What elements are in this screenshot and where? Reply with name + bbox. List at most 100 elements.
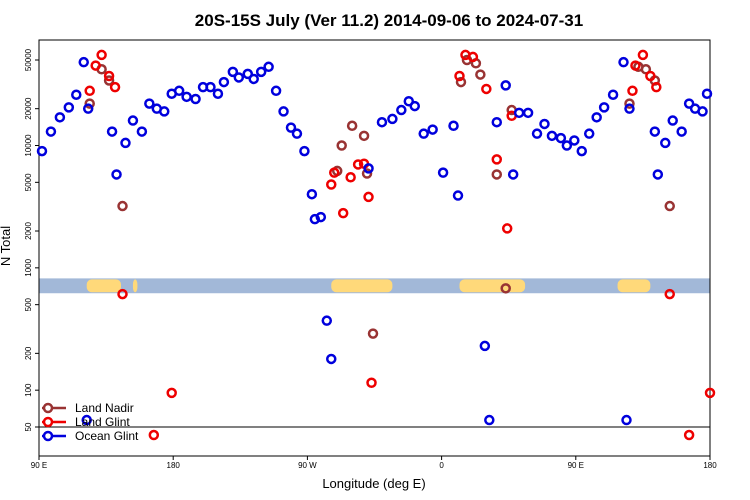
ocean-glint-point: [583, 128, 595, 139]
land-glint-point: [148, 429, 160, 441]
ocean-glint-point: [326, 353, 337, 365]
ocean-glint-point: [660, 137, 671, 149]
ocean-glint-point: [683, 98, 695, 109]
ocean-glint-point: [697, 106, 708, 117]
ocean-glint-point: [205, 81, 216, 93]
ocean-glint-point: [376, 116, 388, 128]
y-tick-label: 200: [24, 346, 33, 360]
land-glint-point: [366, 377, 377, 388]
ocean-glint-point: [71, 89, 82, 100]
land-glint-point: [651, 81, 662, 93]
ocean-glint-point: [78, 56, 89, 68]
x-tick-label: 180: [703, 461, 717, 470]
ocean-glint-point: [278, 106, 289, 117]
ocean-glint-point: [569, 135, 580, 146]
ocean-glint-point: [242, 68, 254, 80]
ocean-glint-point: [621, 414, 632, 426]
land-glint-point: [90, 60, 101, 71]
ocean-glint-point: [591, 112, 602, 123]
land-nadir-point: [664, 200, 675, 212]
ocean-glint-point: [190, 93, 201, 105]
y-tick-label: 50: [24, 422, 33, 431]
ocean-glint-point: [546, 130, 558, 142]
land-glint-point: [345, 172, 356, 183]
land-nadir-point: [117, 200, 128, 212]
ocean-glint-point: [452, 190, 464, 201]
x-tick-label: 180: [167, 461, 181, 470]
land-glint-point: [645, 70, 656, 82]
land-glint-point: [683, 429, 695, 441]
legend-label-ocean-glint: Ocean Glint: [75, 429, 139, 443]
ocean-glint-point: [218, 76, 230, 88]
ocean-glint-point: [136, 126, 148, 137]
land-nadir-point: [103, 75, 115, 86]
land-glint-point: [664, 288, 675, 300]
ocean-glint-point: [561, 140, 573, 151]
legend-marker-land-glint: [42, 416, 54, 428]
land-glint-point: [117, 288, 128, 300]
plot-area-frame: [38, 39, 711, 457]
ocean-glint-point: [159, 106, 170, 117]
land-glint-point: [363, 191, 374, 203]
land-nadir-point: [624, 98, 635, 109]
ocean-glint-point: [270, 85, 282, 97]
y-axis-label: N Total: [0, 226, 13, 266]
land-glint-point: [326, 179, 337, 190]
ocean-glint-point: [500, 80, 511, 91]
x-axis: 90 E 180 90 W 0 90 E 180: [31, 456, 717, 470]
ocean-glint-point: [291, 128, 303, 139]
land-strip-segment: [331, 279, 393, 293]
y-tick-label: 100: [24, 383, 33, 397]
ocean-glint-point: [263, 61, 274, 73]
ocean-glint-point: [427, 124, 438, 135]
land-nadir-point: [336, 140, 347, 151]
land-glint-point: [96, 49, 107, 61]
land-glint-point: [454, 70, 465, 82]
land-nadir-point: [500, 283, 511, 294]
x-tick-label: 90 E: [568, 461, 584, 470]
ocean-glint-point: [437, 167, 449, 178]
land-glint-point: [337, 207, 349, 219]
land-glint-point: [627, 85, 638, 97]
ocean-glint-point: [507, 169, 519, 180]
land-glint-point: [109, 81, 121, 93]
ocean-glint-point: [418, 128, 429, 139]
x-axis-label: Longitude (deg E): [322, 476, 425, 491]
ocean-glint-point: [233, 72, 245, 83]
land-glint-point: [328, 167, 340, 178]
land-strip-segment: [132, 279, 138, 293]
land-strip-segment: [459, 279, 526, 293]
y-axis: 50 100 200 500 1000 2000 5000 10000 20000 50000: [24, 48, 39, 431]
ocean-glint-point: [212, 88, 224, 99]
ocean-glint-point: [652, 169, 664, 180]
ocean-glint-point: [618, 56, 629, 68]
land-ocean-strip: [39, 278, 710, 294]
legend-marker-land-nadir: [42, 402, 54, 414]
ocean-glint-point: [227, 66, 239, 78]
ocean-glint-point: [144, 98, 155, 109]
ocean-glint-point: [309, 213, 321, 225]
ocean-glint-point: [676, 126, 687, 137]
data-points: [36, 49, 716, 441]
ocean-glint-point: [363, 163, 374, 174]
legend-marker-ocean-glint: [42, 430, 54, 442]
ocean-glint-point: [667, 115, 678, 126]
ocean-glint-point: [484, 414, 495, 426]
ocean-glint-point: [285, 122, 297, 133]
land-glint-point: [84, 85, 95, 97]
y-tick-label: 500: [24, 297, 33, 311]
legend-label-land-nadir: Land Nadir: [75, 401, 134, 415]
ocean-glint-point: [396, 104, 407, 116]
x-tick-label: 90 W: [298, 461, 317, 470]
land-glint-point: [491, 154, 503, 165]
ocean-glint-point: [409, 100, 421, 112]
land-nadir-point: [84, 98, 95, 109]
ocean-glint-point: [479, 340, 491, 352]
land-nadir-point: [475, 69, 486, 80]
y-tick-label: 5000: [24, 173, 33, 191]
y-tick-label: 20000: [24, 97, 33, 120]
land-glint-point: [637, 49, 649, 61]
land-nadir-point: [491, 169, 503, 180]
land-strip-segment: [617, 279, 651, 293]
